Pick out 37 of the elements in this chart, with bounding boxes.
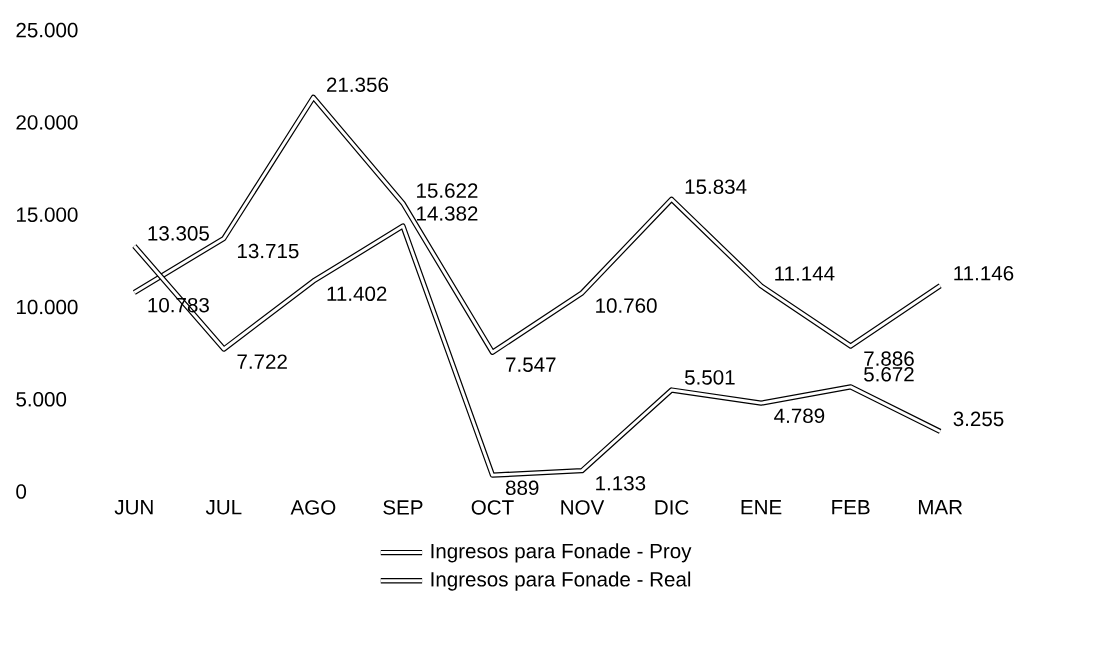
data-label: 7.886 — [864, 351, 914, 366]
data-label: 5.501 — [684, 370, 735, 385]
y-tick-label: 0 — [16, 484, 27, 499]
y-tick-label: 5.000 — [16, 392, 67, 407]
data-label: 5.672 — [864, 367, 914, 382]
x-tick-label: SEP — [383, 500, 423, 515]
y-tick-label: 15.000 — [17, 207, 78, 222]
data-label: 14.382 — [417, 206, 478, 221]
y-tick-label: 10.000 — [17, 299, 78, 315]
y-tick-label: 20.000 — [16, 115, 78, 130]
x-tick-label: FEB — [832, 500, 870, 515]
x-tick-label: JUL — [205, 500, 242, 515]
x-tick-label: MAR — [918, 500, 963, 515]
data-label: 7.722 — [237, 354, 287, 369]
data-label: 13.305 — [148, 226, 209, 241]
x-tick-label: AGO — [290, 500, 336, 515]
data-label: 21.356 — [327, 77, 389, 93]
data-label: 7.547 — [506, 357, 556, 372]
data-label: 11.146 — [954, 265, 1014, 281]
x-tick-label: NOV — [561, 500, 605, 515]
y-tick-label: 25.000 — [16, 22, 78, 38]
x-tick-label: OCT — [471, 500, 514, 515]
data-label: 1.133 — [596, 476, 646, 491]
legend-label: Ingresos para Fonade - Real — [431, 571, 691, 591]
data-label: 3.255 — [953, 411, 1004, 427]
x-tick-label: JUN — [114, 500, 153, 515]
data-label: 10.760 — [596, 298, 657, 313]
data-label: 13.715 — [237, 243, 299, 259]
x-tick-label: ENE — [741, 500, 782, 515]
x-tick-label: DIC — [655, 500, 689, 515]
data-label: 11.402 — [327, 286, 387, 301]
data-label: 15.622 — [417, 183, 478, 198]
data-label: 11.144 — [775, 266, 835, 281]
data-label: 4.789 — [774, 408, 825, 424]
data-label: 15.834 — [685, 179, 747, 194]
data-label: 889 — [505, 480, 539, 496]
legend-label: Ingresos para Fonade - Proy — [431, 543, 692, 563]
